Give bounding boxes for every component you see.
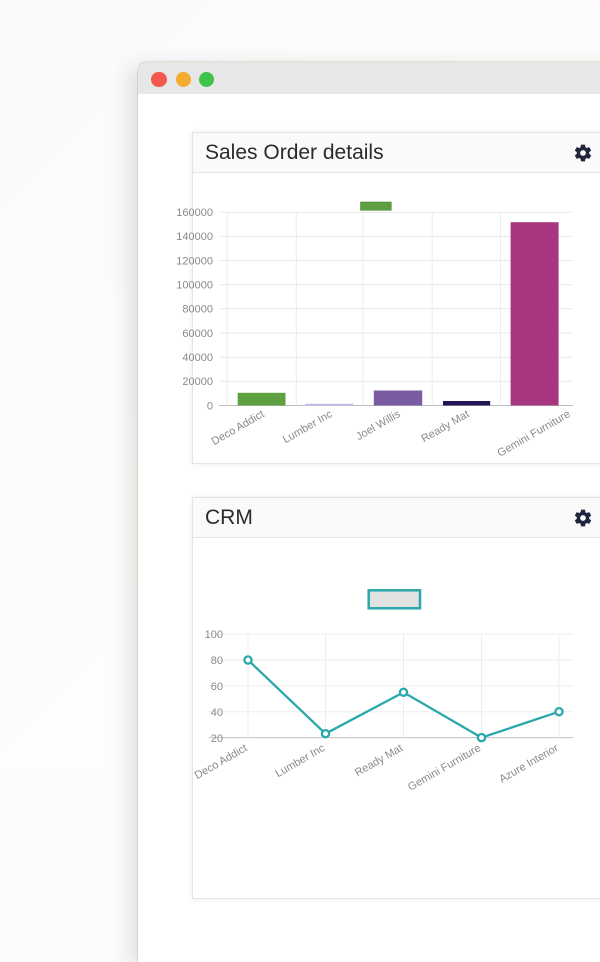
svg-text:60000: 60000	[182, 328, 213, 340]
svg-text:Ready Mat: Ready Mat	[353, 742, 405, 779]
svg-text:40000: 40000	[182, 352, 213, 364]
svg-text:140000: 140000	[176, 231, 213, 243]
svg-text:160000: 160000	[176, 207, 213, 219]
svg-text:Ready Mat: Ready Mat	[419, 408, 471, 445]
svg-text:Lumber Inc: Lumber Inc	[273, 742, 327, 780]
svg-text:40: 40	[211, 707, 223, 719]
svg-text:100: 100	[205, 629, 223, 641]
svg-text:20000: 20000	[182, 376, 213, 388]
svg-text:0: 0	[207, 400, 213, 412]
svg-text:Deco Addict: Deco Addict	[210, 408, 267, 448]
svg-text:Lumber Inc: Lumber Inc	[281, 408, 335, 446]
svg-text:80: 80	[211, 655, 223, 667]
svg-text:100000: 100000	[176, 280, 213, 292]
svg-text:Azure Interior: Azure Interior	[497, 742, 560, 786]
svg-text:120000: 120000	[176, 255, 213, 267]
svg-text:Deco Addict: Deco Addict	[193, 742, 250, 782]
svg-text:60: 60	[211, 681, 223, 693]
svg-text:Joel Willis: Joel Willis	[354, 408, 403, 443]
svg-text:80000: 80000	[182, 304, 213, 316]
svg-text:Gemini Furniture: Gemini Furniture	[496, 408, 573, 459]
svg-text:20: 20	[211, 733, 223, 745]
